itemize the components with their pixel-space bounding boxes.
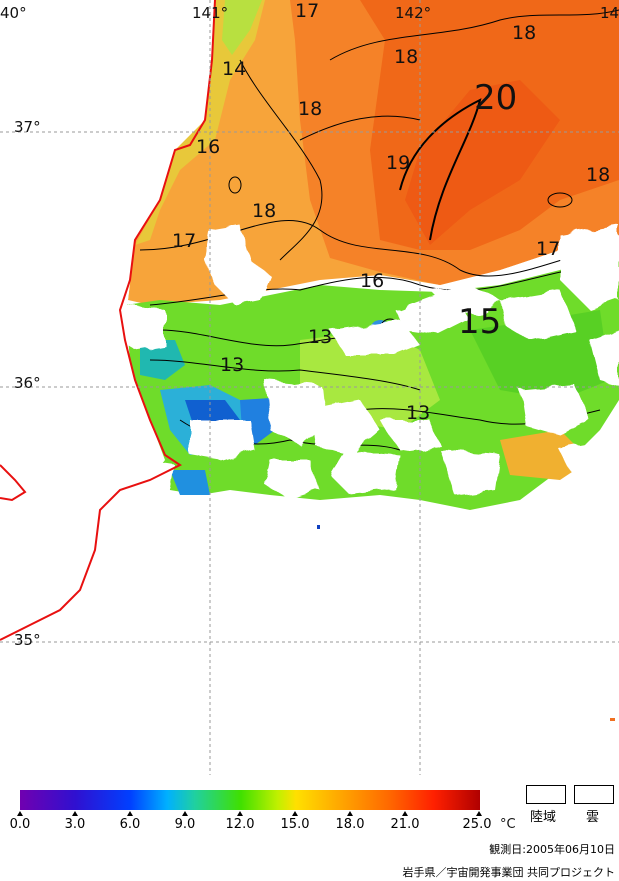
cloud-key-swatch <box>574 785 614 804</box>
contour-label-major: 15 <box>458 302 502 342</box>
graticule <box>0 0 619 775</box>
contour-label: 17 <box>536 238 561 260</box>
legend-tick <box>182 811 188 816</box>
legend-tick-label: 3.0 <box>64 817 86 832</box>
legend-tick-label: 12.0 <box>225 817 255 832</box>
cloud-key-label: 雲 <box>586 810 600 825</box>
contour-label: 13 <box>220 354 245 376</box>
legend-tick <box>402 811 408 816</box>
lat-label-36: 36° <box>14 374 41 392</box>
coastline <box>0 0 216 641</box>
observation-date: 観測日:2005年06月10日 <box>489 843 615 856</box>
sst-field <box>125 0 619 510</box>
legend-tick-label: 18.0 <box>335 817 365 832</box>
legend-tick-label: 15.0 <box>280 817 310 832</box>
contour-label: 18 <box>394 46 419 68</box>
temperature-color-scale <box>20 790 480 810</box>
contour-label: 16 <box>360 270 385 292</box>
contour-label: 17 <box>295 0 320 22</box>
contour-label: 18 <box>252 200 277 222</box>
legend-tick-label: 21.0 <box>390 817 420 832</box>
contour-label: 19 <box>386 152 411 174</box>
contour-label: 14 <box>222 58 247 80</box>
credit-line: 岩手県／宇宙開発事業団 共同プロジェクト <box>402 866 616 879</box>
legend-tick <box>127 811 133 816</box>
lon-label-143: 14 <box>600 4 619 22</box>
lon-label-142: 142° <box>395 4 432 22</box>
legend-tick-label: 25.0 <box>462 817 492 832</box>
contour-label: 18 <box>512 22 537 44</box>
contour-label: 17 <box>172 230 197 252</box>
legend-unit: °C <box>500 817 516 832</box>
lat-label-37: 37° <box>14 118 41 136</box>
lat-label-35: 35° <box>14 631 41 649</box>
contour-label: 18 <box>586 164 611 186</box>
land-key-label: 陸域 <box>530 810 557 825</box>
lon-label-141: 141° <box>192 4 229 22</box>
clouds <box>120 225 619 500</box>
legend-tick <box>347 811 353 816</box>
legend-tick <box>237 811 243 816</box>
legend-tick <box>72 811 78 816</box>
land-key-swatch <box>526 785 566 804</box>
contour-label: 16 <box>196 136 221 158</box>
legend-tick <box>17 811 23 816</box>
legend-tick-label: 0.0 <box>9 817 31 832</box>
contour-label: 18 <box>298 98 323 120</box>
legend-tick-label: 6.0 <box>119 817 141 832</box>
contour-label: 13 <box>406 402 431 424</box>
scattered-pixels <box>317 525 615 721</box>
contour-label: 13 <box>308 326 333 348</box>
legend-tick <box>476 811 482 816</box>
lon-label-140: 40° <box>0 4 27 22</box>
legend-tick-label: 9.0 <box>174 817 196 832</box>
legend-tick <box>292 811 298 816</box>
sea-surface-temperature-map <box>0 0 619 775</box>
contour-label-major: 20 <box>474 78 518 118</box>
